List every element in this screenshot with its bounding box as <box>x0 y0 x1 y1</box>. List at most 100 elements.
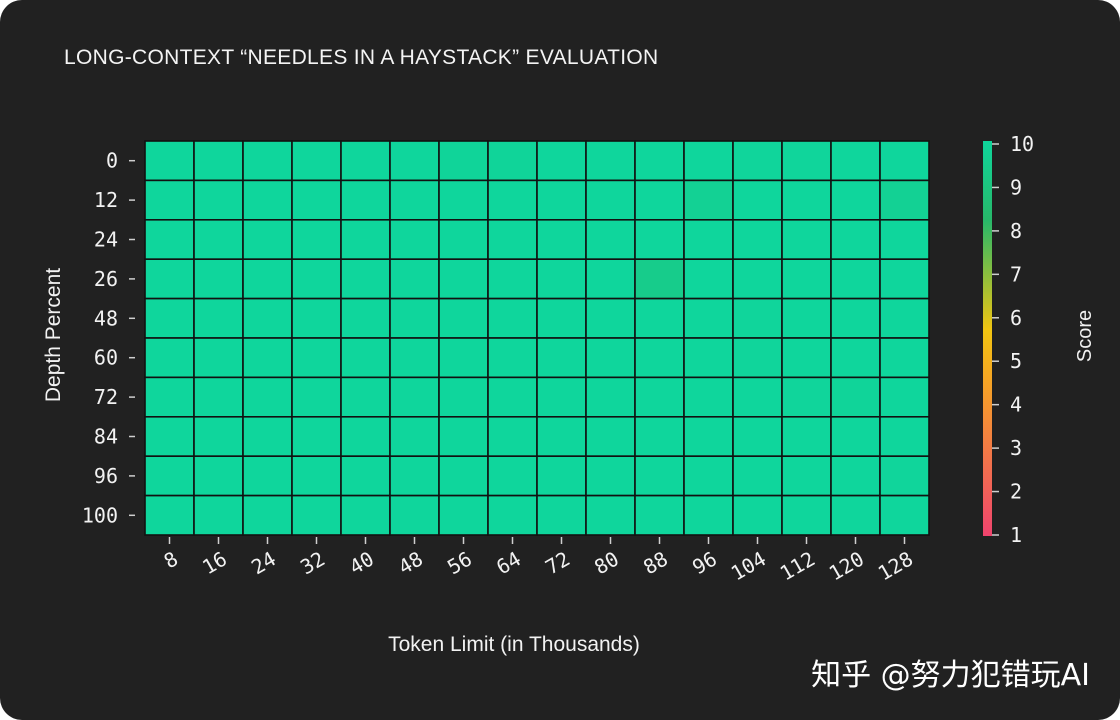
heatmap-cell <box>781 258 832 300</box>
y-tick-label: 100 <box>82 503 118 527</box>
heatmap-cell <box>683 179 734 221</box>
heatmap-cell <box>340 179 391 221</box>
x-tick-label: 40 <box>345 547 378 580</box>
heatmap-cell <box>781 415 832 457</box>
heatmap-cell <box>291 415 342 457</box>
x-tick-label: 128 <box>874 547 917 586</box>
heatmap-cell <box>732 455 783 497</box>
heatmap-cell <box>781 337 832 379</box>
heatmap-cell <box>389 297 440 339</box>
x-tick-label: 88 <box>639 547 672 580</box>
heatmap-cell <box>193 494 244 536</box>
heatmap-cell <box>389 140 440 182</box>
heatmap-cell <box>732 258 783 300</box>
heatmap-cell <box>291 140 342 182</box>
heatmap-cell <box>340 376 391 418</box>
heatmap-cell <box>438 376 489 418</box>
x-tick-label: 120 <box>825 547 868 586</box>
heatmap-cell <box>781 179 832 221</box>
heatmap-cell <box>144 219 195 261</box>
heatmap-cell <box>340 258 391 300</box>
heatmap-cell <box>340 140 391 182</box>
heatmap-cell <box>144 140 195 182</box>
heatmap-cell <box>340 455 391 497</box>
y-tick-label: 60 <box>94 346 118 370</box>
heatmap-cell <box>879 494 930 536</box>
heatmap-cell <box>536 337 587 379</box>
y-tick-label: 72 <box>94 385 118 409</box>
heatmap-cell <box>291 179 342 221</box>
heatmap-cell <box>536 415 587 457</box>
heatmap-cell <box>732 140 783 182</box>
heatmap-cell <box>683 455 734 497</box>
heatmap-cell <box>242 297 293 339</box>
heatmap-cell <box>438 297 489 339</box>
colorbar-ticks: 1 2 3 4 5 6 7 8 9 10 <box>992 132 1034 547</box>
heatmap-cell <box>242 494 293 536</box>
heatmap-cell <box>389 337 440 379</box>
heatmap-cell <box>683 297 734 339</box>
heatmap-cell <box>830 219 881 261</box>
heatmap-cell <box>683 337 734 379</box>
heatmap-cell <box>438 337 489 379</box>
heatmap-cell <box>487 337 538 379</box>
y-tick-label: 0 <box>106 149 118 173</box>
heatmap-cell <box>193 179 244 221</box>
heatmap-cell <box>487 376 538 418</box>
y-tick-label: 24 <box>94 228 118 252</box>
heatmap-cell <box>193 337 244 379</box>
colorbar-tick-label: 3 <box>1010 436 1022 460</box>
heatmap-cell <box>291 337 342 379</box>
heatmap-cell <box>879 415 930 457</box>
heatmap-cell <box>340 219 391 261</box>
heatmap-cell <box>830 494 881 536</box>
x-tick-label: 64 <box>492 547 525 580</box>
heatmap-cell <box>585 258 636 300</box>
heatmap-cell <box>536 297 587 339</box>
colorbar-tick-label: 6 <box>1010 306 1022 330</box>
x-tick-label: 104 <box>727 547 770 586</box>
x-tick-label: 32 <box>296 547 329 580</box>
colorbar: 1 2 3 4 5 6 7 8 9 10 Score <box>983 132 1096 547</box>
heatmap-cell <box>389 179 440 221</box>
heatmap-cell <box>487 415 538 457</box>
heatmap-cell <box>340 297 391 339</box>
heatmap-cell <box>242 376 293 418</box>
heatmap-cell <box>193 258 244 300</box>
heatmap-cell <box>683 376 734 418</box>
heatmap-cell <box>585 415 636 457</box>
heatmap-cell <box>585 455 636 497</box>
heatmap-cell <box>634 337 685 379</box>
y-tick-label: 12 <box>94 188 118 212</box>
heatmap-cell <box>193 415 244 457</box>
heatmap-cell <box>291 376 342 418</box>
heatmap-cell <box>634 140 685 182</box>
heatmap-cell <box>830 258 881 300</box>
heatmap-cell <box>438 179 489 221</box>
colorbar-tick-label: 2 <box>1010 480 1022 504</box>
heatmap-cell <box>830 415 881 457</box>
heatmap-cell <box>193 297 244 339</box>
chart-title: LONG-CONTEXT “NEEDLES IN A HAYSTACK” EVA… <box>64 46 659 69</box>
x-tick-label: 16 <box>198 547 231 580</box>
heatmap-cell <box>389 494 440 536</box>
heatmap-cell <box>634 219 685 261</box>
heatmap-cell <box>438 258 489 300</box>
x-tick-label: 96 <box>688 547 721 580</box>
heatmap-cell <box>193 376 244 418</box>
heatmap-cell <box>242 337 293 379</box>
heatmap-cell <box>732 179 783 221</box>
heatmap-cells <box>144 140 930 536</box>
heatmap-cell <box>144 337 195 379</box>
heatmap-cell <box>242 140 293 182</box>
heatmap-cell <box>389 376 440 418</box>
x-tick-label: 80 <box>590 547 623 580</box>
heatmap-cell <box>879 297 930 339</box>
heatmap-cell <box>879 337 930 379</box>
heatmap-cell <box>144 494 195 536</box>
heatmap-cell <box>340 337 391 379</box>
x-tick-label: 56 <box>443 547 476 580</box>
heatmap-cell <box>291 219 342 261</box>
